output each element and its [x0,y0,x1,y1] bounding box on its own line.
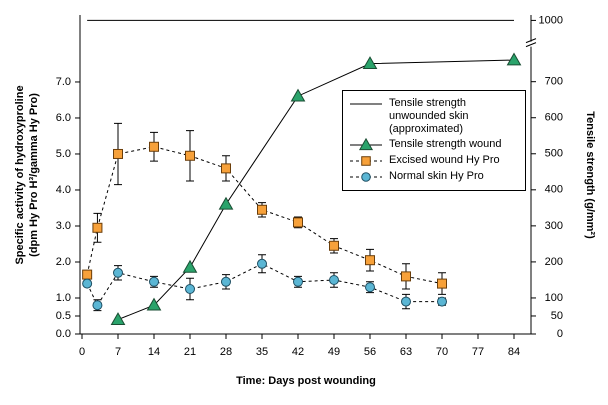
circle-marker [113,267,123,278]
y2-tick-label: 50 [551,310,563,322]
x-tick-label: 84 [508,346,520,358]
square-marker [365,255,375,266]
x-tick-label: 21 [184,346,196,358]
legend-key [350,172,382,182]
triangle-marker [182,259,198,273]
x-tick-label: 28 [220,346,232,358]
x-tick-label: 7 [115,346,121,358]
triangle-marker [362,56,378,70]
y2-tick-label: 0 [557,328,563,340]
circle-marker [149,276,159,287]
circle-marker [92,300,103,311]
circle-marker [293,276,303,287]
square-marker [113,148,123,159]
y-tick-label: 4.0 [56,184,71,196]
x-tick-label: 0 [79,346,85,358]
y2-tick-label: 1000 [539,14,563,26]
y-tick-label: 2.0 [56,256,71,268]
y-tick-label: 6.0 [56,112,71,124]
legend-item: Excised wound Hy Pro [349,154,519,168]
legend-label: Tensile strength unwounded skin (approxi… [389,97,469,135]
legend-key [350,138,382,151]
square-marker [185,150,195,161]
circle-marker [185,283,195,294]
square-marker [401,271,411,282]
axis-break [525,38,537,44]
legend: Tensile strength unwounded skin (approxi… [342,90,526,191]
y2-tick-label: 200 [545,256,563,268]
y-axis-label: Specific activity of hydroxyproline [14,85,26,264]
y-tick-label: 0.5 [56,310,71,322]
triangle-marker [290,88,306,102]
circle-marker [361,172,371,182]
x-tick-label: 14 [148,346,160,358]
square-marker [437,278,447,289]
y2-tick-label: 300 [545,220,563,232]
x-axis-label: Time: Days post wounding [236,375,376,387]
triangle-marker [506,52,522,66]
legend-item: Normal skin Hy Pro [349,170,519,184]
y-tick-label: 7.0 [56,76,71,88]
y2-tick-label: 600 [545,112,563,124]
y-tick-label: 3.0 [56,220,71,232]
circle-marker [365,282,375,293]
triangle-marker [358,138,374,151]
y-tick-label: 5.0 [56,148,71,160]
square-marker [82,269,93,280]
legend-key [350,156,382,166]
square-marker [257,204,267,215]
legend-label: Tensile strength wound [389,138,502,150]
circle-marker [329,274,339,285]
axis-break [525,42,537,48]
triangle-marker [146,297,162,311]
square-marker [361,156,371,166]
square-marker [221,163,231,174]
legend-key [350,103,382,105]
y-axis-label: (dpm Hy Pro H³/gamma Hy Pro) [28,93,40,257]
y2-axis-label: Tensile strength (g/mm²) [584,111,596,239]
circle-marker [221,276,231,287]
series-line [86,263,442,307]
x-tick-label: 56 [364,346,376,358]
y2-tick-label: 500 [545,148,563,160]
legend-label: Excised wound Hy Pro [389,154,500,166]
x-tick-label: 77 [472,346,484,358]
square-marker [293,217,303,228]
circle-marker [257,258,267,269]
x-tick-label: 42 [292,346,304,358]
square-marker [329,240,339,251]
x-tick-label: 63 [400,346,412,358]
triangle-marker [218,196,234,210]
legend-item: Tensile strength unwounded skin (approxi… [349,97,519,136]
legend-item: Tensile strength wound [349,138,519,152]
x-tick-label: 35 [256,346,268,358]
circle-marker [401,296,411,307]
square-marker [149,141,159,152]
y-tick-label: 1.0 [56,292,71,304]
triangle-marker [110,312,126,325]
y2-tick-label: 100 [545,292,563,304]
circle-marker [82,278,93,289]
y2-tick-label: 700 [545,76,563,88]
legend-label: Normal skin Hy Pro [389,170,484,182]
y-tick-label: 0.0 [56,328,71,340]
square-marker [92,222,103,233]
x-tick-label: 49 [328,346,340,358]
y2-tick-label: 400 [545,184,563,196]
x-tick-label: 70 [436,346,448,358]
circle-marker [437,296,447,307]
